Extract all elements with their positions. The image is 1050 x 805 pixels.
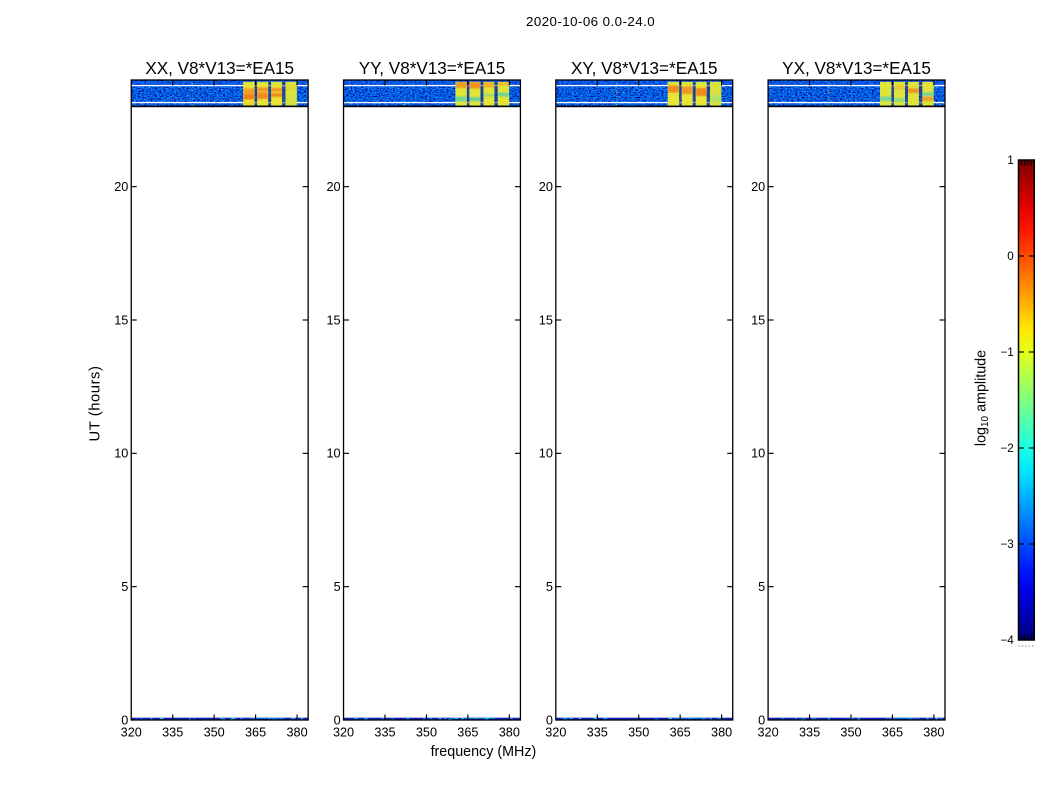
svg-text:350: 350 [416, 725, 437, 739]
svg-text:15: 15 [114, 313, 128, 327]
svg-text:320: 320 [333, 725, 354, 739]
svg-text:−3: −3 [1000, 538, 1013, 551]
svg-text:0: 0 [1007, 250, 1014, 263]
svg-text:15: 15 [539, 313, 553, 327]
svg-text:−4: −4 [1000, 634, 1014, 647]
svg-text:380: 380 [923, 725, 944, 739]
svg-text:0: 0 [334, 713, 341, 727]
svg-text:5: 5 [546, 580, 553, 594]
svg-text:0: 0 [546, 713, 553, 727]
svg-text:15: 15 [327, 313, 341, 327]
svg-text:XX, V8*V13=*EA15: XX, V8*V13=*EA15 [145, 59, 294, 78]
svg-text:5: 5 [758, 580, 765, 594]
svg-text:20: 20 [327, 180, 341, 194]
svg-text:2020-10-06 0.0-24.0: 2020-10-06 0.0-24.0 [526, 14, 655, 29]
svg-text:335: 335 [374, 725, 395, 739]
svg-text:0: 0 [121, 713, 128, 727]
svg-text:1: 1 [1007, 154, 1014, 167]
svg-text:365: 365 [245, 725, 266, 739]
svg-text:5: 5 [334, 580, 341, 594]
svg-text:350: 350 [628, 725, 649, 739]
svg-text:frequency (MHz): frequency (MHz) [431, 744, 537, 760]
svg-text:350: 350 [840, 725, 861, 739]
svg-text:−1: −1 [1000, 346, 1013, 359]
svg-text:15: 15 [751, 313, 765, 327]
svg-text:20: 20 [539, 180, 553, 194]
svg-text:10: 10 [539, 447, 553, 461]
svg-text:350: 350 [204, 725, 225, 739]
svg-text:5: 5 [121, 580, 128, 594]
svg-text:380: 380 [286, 725, 307, 739]
svg-text:335: 335 [162, 725, 183, 739]
svg-text:10: 10 [114, 447, 128, 461]
svg-text:320: 320 [758, 725, 779, 739]
svg-text:365: 365 [457, 725, 478, 739]
svg-text:380: 380 [499, 725, 520, 739]
svg-text:10: 10 [751, 447, 765, 461]
svg-text:380: 380 [711, 725, 732, 739]
svg-text:10: 10 [327, 447, 341, 461]
svg-text:YX, V8*V13=*EA15: YX, V8*V13=*EA15 [782, 59, 931, 78]
svg-text:UT (hours): UT (hours) [88, 366, 104, 442]
svg-text:320: 320 [545, 725, 566, 739]
svg-text:−2: −2 [1000, 442, 1013, 455]
svg-text:20: 20 [751, 180, 765, 194]
svg-text:log10 amplitude: log10 amplitude [974, 350, 992, 446]
svg-text:0: 0 [758, 713, 765, 727]
svg-text:335: 335 [799, 725, 820, 739]
svg-text:365: 365 [670, 725, 691, 739]
svg-text:365: 365 [882, 725, 903, 739]
svg-text:20: 20 [114, 180, 128, 194]
svg-text:335: 335 [587, 725, 608, 739]
svg-text:YY, V8*V13=*EA15: YY, V8*V13=*EA15 [359, 59, 506, 78]
svg-text:XY, V8*V13=*EA15: XY, V8*V13=*EA15 [571, 59, 718, 78]
svg-text:320: 320 [121, 725, 142, 739]
